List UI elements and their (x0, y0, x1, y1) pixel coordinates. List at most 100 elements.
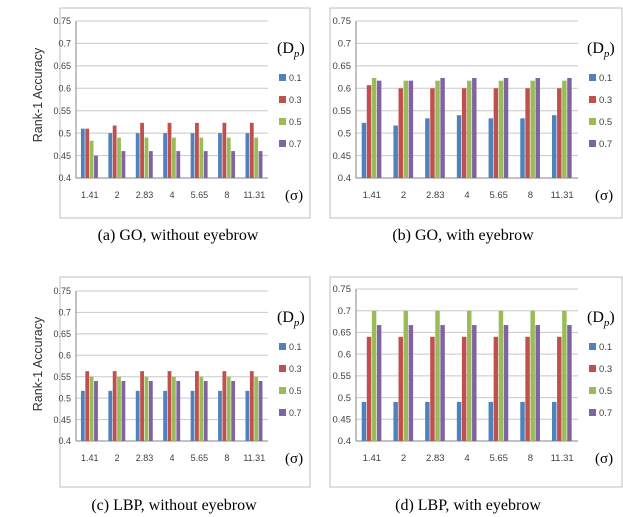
x-unit-label: (σ) (285, 451, 303, 467)
x-tick-label: 2.83 (426, 453, 445, 464)
panel-d: 0.4 0.45 0.5 0.55 0.6 0.65 0.7 0.75 1.41 2 2.83 4 5.… (329, 276, 623, 488)
y-tick-label: 0.65 (333, 328, 352, 339)
bar (393, 125, 398, 178)
bar (440, 325, 445, 441)
bar (258, 381, 263, 441)
legend-swatch (279, 343, 286, 350)
bar (195, 371, 199, 441)
bar (398, 336, 403, 441)
x-tick-label: 2 (115, 190, 120, 200)
x-tick-label: 2 (401, 190, 406, 201)
legend-label: 0.7 (289, 408, 302, 418)
legend-label: 0.5 (289, 117, 302, 127)
bar (456, 401, 462, 441)
bar (108, 133, 113, 178)
legend-label: 0.1 (289, 342, 302, 352)
legend-swatch (589, 96, 596, 103)
bar (203, 381, 208, 441)
bar (493, 336, 499, 441)
x-tick-label: 11.31 (243, 190, 265, 200)
x-tick-label: 8 (528, 190, 533, 201)
bar (425, 118, 430, 178)
bar (371, 77, 377, 178)
bar (190, 133, 195, 178)
y-tick-label: 0.75 (333, 284, 352, 295)
bar (80, 390, 85, 441)
bar (440, 77, 445, 178)
panel-frame (59, 7, 311, 219)
x-tick-label: 1.41 (81, 190, 99, 200)
x-tick-label: 5.65 (191, 190, 209, 200)
bar (461, 336, 467, 441)
bar (94, 381, 98, 441)
bar (245, 390, 250, 441)
x-tick-label: 1.41 (81, 453, 99, 463)
bar (222, 122, 227, 178)
bar (493, 88, 499, 178)
bar (190, 390, 195, 441)
bar (376, 80, 382, 178)
bar (121, 381, 126, 441)
bar (135, 133, 140, 178)
legend-swatch (589, 74, 596, 81)
y-tick-label: 0.75 (53, 286, 71, 296)
caption-b: (b) GO, with eyebrow (392, 227, 534, 244)
legend-swatch (279, 365, 286, 372)
legend-swatch (279, 140, 286, 147)
y-tick-label: 0.65 (53, 329, 71, 339)
x-tick-label: 2 (401, 453, 406, 464)
bar (557, 336, 562, 441)
bar (226, 376, 231, 441)
bar (231, 151, 236, 178)
bar (456, 115, 462, 178)
bar (199, 376, 204, 441)
bar (135, 390, 140, 441)
caption-d: (d) LBP, with eyebrow (395, 497, 541, 514)
bar (249, 122, 254, 178)
bar (488, 118, 494, 178)
x-tick-label: 1.41 (363, 190, 382, 201)
bar (163, 390, 168, 441)
x-tick-label: 11.31 (551, 453, 574, 464)
bar (117, 376, 121, 441)
y-tick-label: 0.4 (338, 173, 351, 184)
x-tick-label: 8 (224, 453, 229, 463)
bar (498, 310, 504, 441)
legend-label: 0.3 (289, 95, 302, 105)
y-tick-label: 0.4 (338, 436, 351, 447)
legend-label: 0.7 (289, 139, 302, 149)
legend-swatch (589, 343, 596, 350)
bar (520, 118, 525, 178)
x-tick-label: 8 (528, 453, 533, 464)
bar (144, 376, 149, 441)
bar (85, 128, 90, 178)
x-tick-label: 4 (169, 453, 174, 463)
x-tick-label: 5.65 (489, 190, 508, 201)
bar (112, 371, 117, 441)
y-axis-label-bottom: Rank-1 Accuracy (31, 316, 45, 411)
y-tick-label: 0.55 (53, 372, 71, 382)
legend-swatch (279, 118, 286, 125)
bar (195, 122, 199, 178)
bar (403, 310, 409, 441)
bar (140, 371, 144, 441)
bar (254, 137, 259, 178)
bar (530, 80, 535, 178)
y-tick-label: 0.7 (58, 308, 71, 318)
bar (89, 376, 94, 441)
bar (393, 401, 398, 441)
bar (172, 137, 176, 178)
panel-b: 0.4 0.45 0.5 0.55 0.6 0.65 0.7 0.75 1.41 2 2.83 4 5.… (329, 7, 623, 219)
y-tick-label: 0.55 (333, 371, 352, 382)
x-tick-label: 5.65 (489, 453, 508, 464)
bar (112, 125, 117, 178)
y-tick-label: 0.5 (338, 393, 351, 404)
bar (361, 401, 367, 441)
bar (562, 80, 567, 178)
bar (366, 336, 372, 441)
bar (567, 325, 572, 441)
x-tick-label: 4 (169, 190, 174, 200)
y-tick-label: 0.55 (333, 106, 352, 117)
bar (472, 77, 477, 178)
bar (163, 133, 168, 178)
